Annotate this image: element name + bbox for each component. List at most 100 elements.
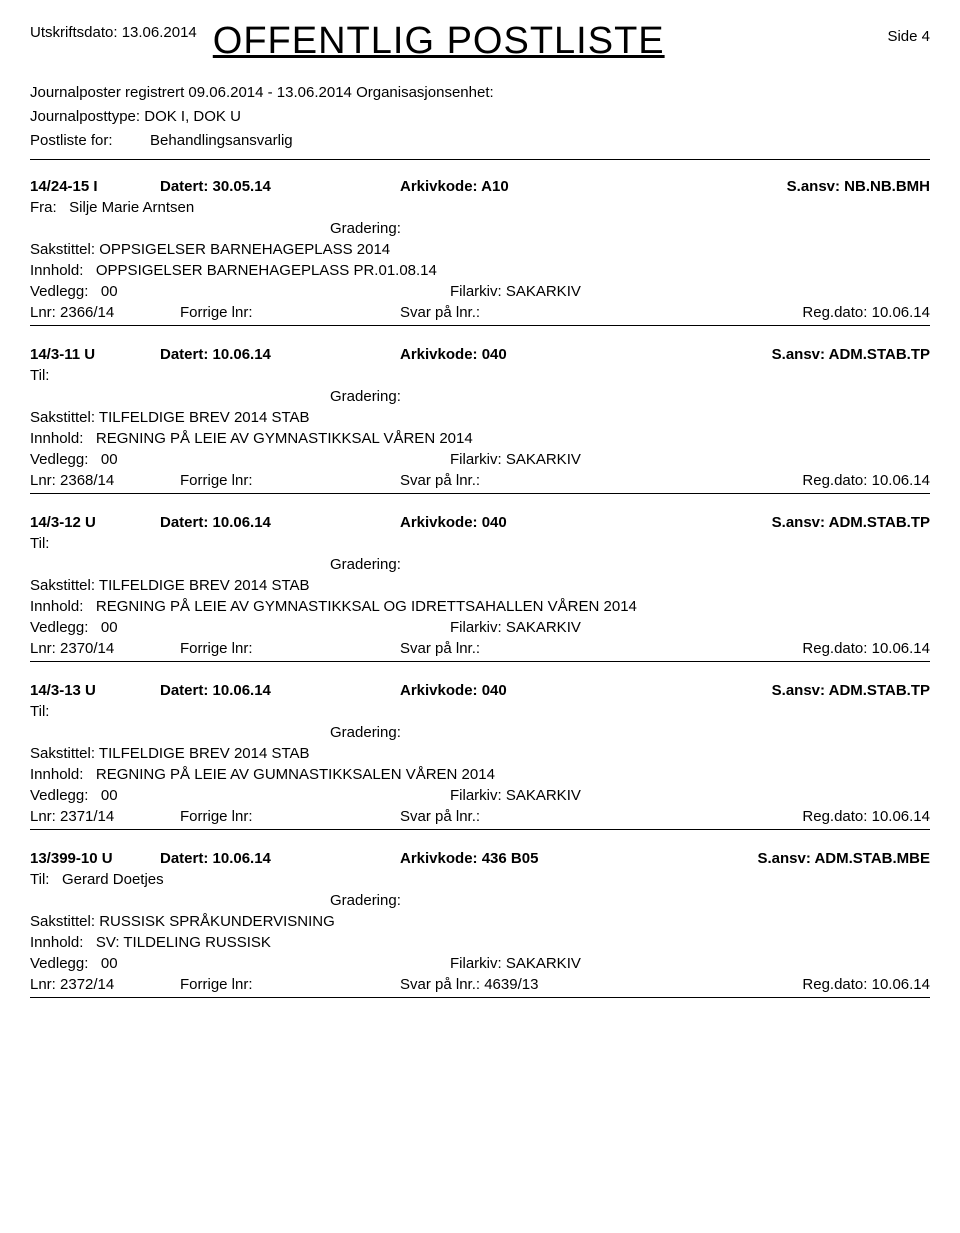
entry-header-line: 14/3-13 U Datert: 10.06.14 Arkivkode: 04… [30, 682, 930, 699]
entry-filarkiv: Filarkiv: SAKARKIV [450, 619, 581, 636]
entry-header-line: 14/24-15 I Datert: 30.05.14 Arkivkode: A… [30, 178, 930, 195]
meta-block: Journalposter registrert 09.06.2014 - 13… [30, 81, 930, 153]
journal-entry: 14/3-13 U Datert: 10.06.14 Arkivkode: 04… [30, 682, 930, 830]
entry-lnr-row: Lnr: 2366/14 Forrige lnr: Svar på lnr.: … [30, 304, 930, 326]
meta-posttype-label: Journalposttype: [30, 108, 140, 125]
entry-sakstittel: Sakstittel: TILFELDIGE BREV 2014 STAB [30, 409, 930, 426]
entry-sakstittel: Sakstittel: RUSSISK SPRÅKUNDERVISNING [30, 913, 930, 930]
entry-gradering: Gradering: [30, 388, 930, 405]
entry-vedlegg: Vedlegg: 00 [30, 283, 450, 300]
entry-filarkiv: Filarkiv: SAKARKIV [450, 787, 581, 804]
entry-lnr: Lnr: 2370/14 [30, 640, 180, 657]
entry-vedlegg: Vedlegg: 00 [30, 955, 450, 972]
entry-lnr-row: Lnr: 2372/14 Forrige lnr: Svar på lnr.: … [30, 976, 930, 998]
header-row: Utskriftsdato: 13.06.2014 OFFENTLIG POST… [30, 20, 930, 63]
journal-entry: 14/24-15 I Datert: 30.05.14 Arkivkode: A… [30, 178, 930, 326]
entry-sansv: S.ansv: ADM.STAB.TP [772, 514, 930, 531]
entry-lnr: Lnr: 2368/14 [30, 472, 180, 489]
meta-org-unit: Organisasjonsenhet: [356, 84, 494, 101]
print-date: Utskriftsdato: 13.06.2014 [30, 20, 197, 41]
entry-datert: Datert: 10.06.14 [160, 514, 400, 531]
entries-container: 14/24-15 I Datert: 30.05.14 Arkivkode: A… [30, 178, 930, 998]
entry-forrige: Forrige lnr: [180, 304, 400, 321]
entry-id: 14/24-15 I [30, 178, 160, 195]
journal-entry: 14/3-11 U Datert: 10.06.14 Arkivkode: 04… [30, 346, 930, 494]
meta-postliste-value: Behandlingsansvarlig [150, 132, 293, 149]
entry-arkiv: Arkivkode: 040 [400, 346, 772, 363]
entry-sakstittel: Sakstittel: TILFELDIGE BREV 2014 STAB [30, 577, 930, 594]
entry-from: Til: [30, 535, 930, 552]
entry-svar: Svar på lnr.: [400, 472, 660, 489]
entry-lnr: Lnr: 2372/14 [30, 976, 180, 993]
entry-vedlegg-row: Vedlegg: 00 Filarkiv: SAKARKIV [30, 787, 930, 804]
entry-forrige: Forrige lnr: [180, 976, 400, 993]
page-number: Side 4 [887, 20, 930, 45]
print-date-label: Utskriftsdato: [30, 24, 118, 41]
print-date-value: 13.06.2014 [122, 24, 197, 41]
meta-date-range: 09.06.2014 - 13.06.2014 [188, 84, 351, 101]
entry-vedlegg: Vedlegg: 00 [30, 787, 450, 804]
journal-entry: 14/3-12 U Datert: 10.06.14 Arkivkode: 04… [30, 514, 930, 662]
entry-gradering: Gradering: [30, 724, 930, 741]
entry-regdato: Reg.dato: 10.06.14 [802, 472, 930, 489]
entry-datert: Datert: 10.06.14 [160, 850, 400, 867]
entry-lnr: Lnr: 2371/14 [30, 808, 180, 825]
entry-from: Til: [30, 703, 930, 720]
entry-id: 14/3-13 U [30, 682, 160, 699]
entry-from: Fra: Silje Marie Arntsen [30, 199, 930, 216]
page-num-value: 4 [922, 28, 930, 45]
entry-sakstittel: Sakstittel: OPPSIGELSER BARNEHAGEPLASS 2… [30, 241, 930, 258]
meta-line-3: Postliste for: Behandlingsansvarlig [30, 129, 930, 153]
entry-gradering: Gradering: [30, 556, 930, 573]
entry-id: 13/399-10 U [30, 850, 160, 867]
entry-forrige: Forrige lnr: [180, 808, 400, 825]
entry-filarkiv: Filarkiv: SAKARKIV [450, 955, 581, 972]
entry-datert: Datert: 30.05.14 [160, 178, 400, 195]
entry-header-line: 14/3-11 U Datert: 10.06.14 Arkivkode: 04… [30, 346, 930, 363]
entry-regdato: Reg.dato: 10.06.14 [802, 808, 930, 825]
journal-entry: 13/399-10 U Datert: 10.06.14 Arkivkode: … [30, 850, 930, 998]
entry-vedlegg-row: Vedlegg: 00 Filarkiv: SAKARKIV [30, 619, 930, 636]
entry-gradering: Gradering: [30, 220, 930, 237]
entry-header-line: 13/399-10 U Datert: 10.06.14 Arkivkode: … [30, 850, 930, 867]
entry-id: 14/3-12 U [30, 514, 160, 531]
entry-innhold: Innhold: REGNING PÅ LEIE AV GYMNASTIKKSA… [30, 430, 930, 447]
main-title: OFFENTLIG POSTLISTE [213, 20, 665, 63]
entry-id: 14/3-11 U [30, 346, 160, 363]
entry-sansv: S.ansv: ADM.STAB.MBE [757, 850, 930, 867]
entry-vedlegg-row: Vedlegg: 00 Filarkiv: SAKARKIV [30, 283, 930, 300]
entry-arkiv: Arkivkode: A10 [400, 178, 787, 195]
entry-forrige: Forrige lnr: [180, 640, 400, 657]
entry-sansv: S.ansv: ADM.STAB.TP [772, 682, 930, 699]
entry-regdato: Reg.dato: 10.06.14 [802, 976, 930, 993]
meta-postliste-label: Postliste for: [30, 132, 113, 149]
entry-arkiv: Arkivkode: 040 [400, 514, 772, 531]
entry-filarkiv: Filarkiv: SAKARKIV [450, 283, 581, 300]
entry-sansv: S.ansv: NB.NB.BMH [787, 178, 930, 195]
entry-innhold: Innhold: REGNING PÅ LEIE AV GUMNASTIKKSA… [30, 766, 930, 783]
meta-posttype-value: DOK I, DOK U [144, 108, 241, 125]
entry-sakstittel: Sakstittel: TILFELDIGE BREV 2014 STAB [30, 745, 930, 762]
entry-innhold: Innhold: OPPSIGELSER BARNEHAGEPLASS PR.0… [30, 262, 930, 279]
entry-svar: Svar på lnr.: [400, 640, 660, 657]
divider [30, 159, 930, 160]
entry-lnr-row: Lnr: 2371/14 Forrige lnr: Svar på lnr.: … [30, 808, 930, 830]
entry-svar: Svar på lnr.: [400, 808, 660, 825]
meta-line-2: Journalposttype: DOK I, DOK U [30, 105, 930, 129]
meta-registered-label: Journalposter registrert [30, 84, 184, 101]
entry-from: Til: Gerard Doetjes [30, 871, 930, 888]
entry-lnr-row: Lnr: 2368/14 Forrige lnr: Svar på lnr.: … [30, 472, 930, 494]
entry-datert: Datert: 10.06.14 [160, 346, 400, 363]
entry-innhold: Innhold: SV: TILDELING RUSSISK [30, 934, 930, 951]
entry-regdato: Reg.dato: 10.06.14 [802, 640, 930, 657]
entry-lnr-row: Lnr: 2370/14 Forrige lnr: Svar på lnr.: … [30, 640, 930, 662]
entry-vedlegg-row: Vedlegg: 00 Filarkiv: SAKARKIV [30, 451, 930, 468]
meta-line-1: Journalposter registrert 09.06.2014 - 13… [30, 81, 930, 105]
entry-vedlegg: Vedlegg: 00 [30, 619, 450, 636]
entry-sansv: S.ansv: ADM.STAB.TP [772, 346, 930, 363]
entry-gradering: Gradering: [30, 892, 930, 909]
page-label: Side [887, 28, 917, 45]
entry-lnr: Lnr: 2366/14 [30, 304, 180, 321]
entry-arkiv: Arkivkode: 040 [400, 682, 772, 699]
entry-datert: Datert: 10.06.14 [160, 682, 400, 699]
